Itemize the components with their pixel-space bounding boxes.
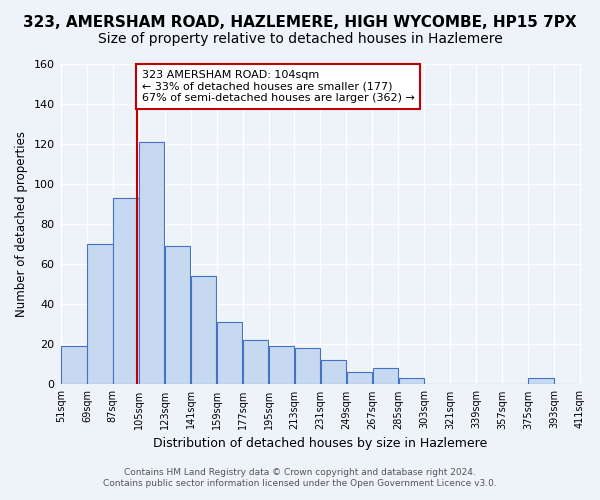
Bar: [320, 360, 346, 384]
X-axis label: Distribution of detached houses by size in Hazlemere: Distribution of detached houses by size …: [153, 437, 488, 450]
Text: 323 AMERSHAM ROAD: 104sqm
← 33% of detached houses are smaller (177)
67% of semi: 323 AMERSHAM ROAD: 104sqm ← 33% of detac…: [142, 70, 415, 103]
Bar: [243, 340, 268, 384]
Bar: [165, 246, 190, 384]
Bar: [139, 142, 164, 384]
Text: Size of property relative to detached houses in Hazlemere: Size of property relative to detached ho…: [98, 32, 502, 46]
Bar: [87, 244, 113, 384]
Bar: [61, 346, 86, 385]
Bar: [347, 372, 372, 384]
Bar: [217, 322, 242, 384]
Bar: [528, 378, 554, 384]
Bar: [398, 378, 424, 384]
Bar: [269, 346, 294, 385]
Text: Contains HM Land Registry data © Crown copyright and database right 2024.
Contai: Contains HM Land Registry data © Crown c…: [103, 468, 497, 487]
Bar: [373, 368, 398, 384]
Bar: [113, 198, 139, 384]
Y-axis label: Number of detached properties: Number of detached properties: [15, 131, 28, 317]
Bar: [191, 276, 217, 384]
Bar: [295, 348, 320, 384]
Text: 323, AMERSHAM ROAD, HAZLEMERE, HIGH WYCOMBE, HP15 7PX: 323, AMERSHAM ROAD, HAZLEMERE, HIGH WYCO…: [23, 15, 577, 30]
